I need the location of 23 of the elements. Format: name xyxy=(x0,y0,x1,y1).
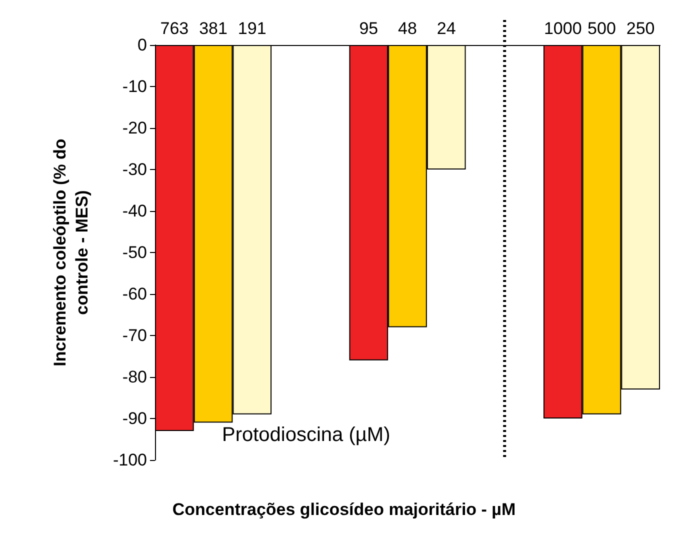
y-axis-title: Incremento coleóptilo (% do controle - MES) xyxy=(50,138,92,366)
y-tick-label: -40 xyxy=(122,202,147,220)
y-tick-label: -90 xyxy=(122,409,147,428)
y-tick-label: -50 xyxy=(122,243,147,262)
x-tick-label: 381 xyxy=(199,19,228,38)
annotation: Protodioscina (µM) xyxy=(222,424,390,446)
x-tick-label: 191 xyxy=(238,19,266,38)
y-tick-label: -10 xyxy=(122,77,147,96)
x-tick-label: 500 xyxy=(588,19,616,38)
x-tick-label: 48 xyxy=(398,19,417,38)
x-tick-label: 95 xyxy=(359,19,378,38)
y-tick-label: 0 xyxy=(138,36,147,54)
x-tick-label: 250 xyxy=(626,19,655,38)
x-axis-title: Concentrações glicosídeo majoritário - µM xyxy=(172,500,516,519)
y-tick-label: -30 xyxy=(122,160,147,179)
x-tick-label: 24 xyxy=(436,19,456,38)
y-tick-label: -100 xyxy=(112,450,147,470)
x-tick-label: 763 xyxy=(160,19,189,38)
y-tick-label: -20 xyxy=(122,118,147,138)
x-tick-label: 1000 xyxy=(544,19,582,38)
y-tick-label: -60 xyxy=(122,284,147,304)
y-tick-label: -80 xyxy=(122,368,147,386)
y-tick-label: -70 xyxy=(122,326,147,345)
